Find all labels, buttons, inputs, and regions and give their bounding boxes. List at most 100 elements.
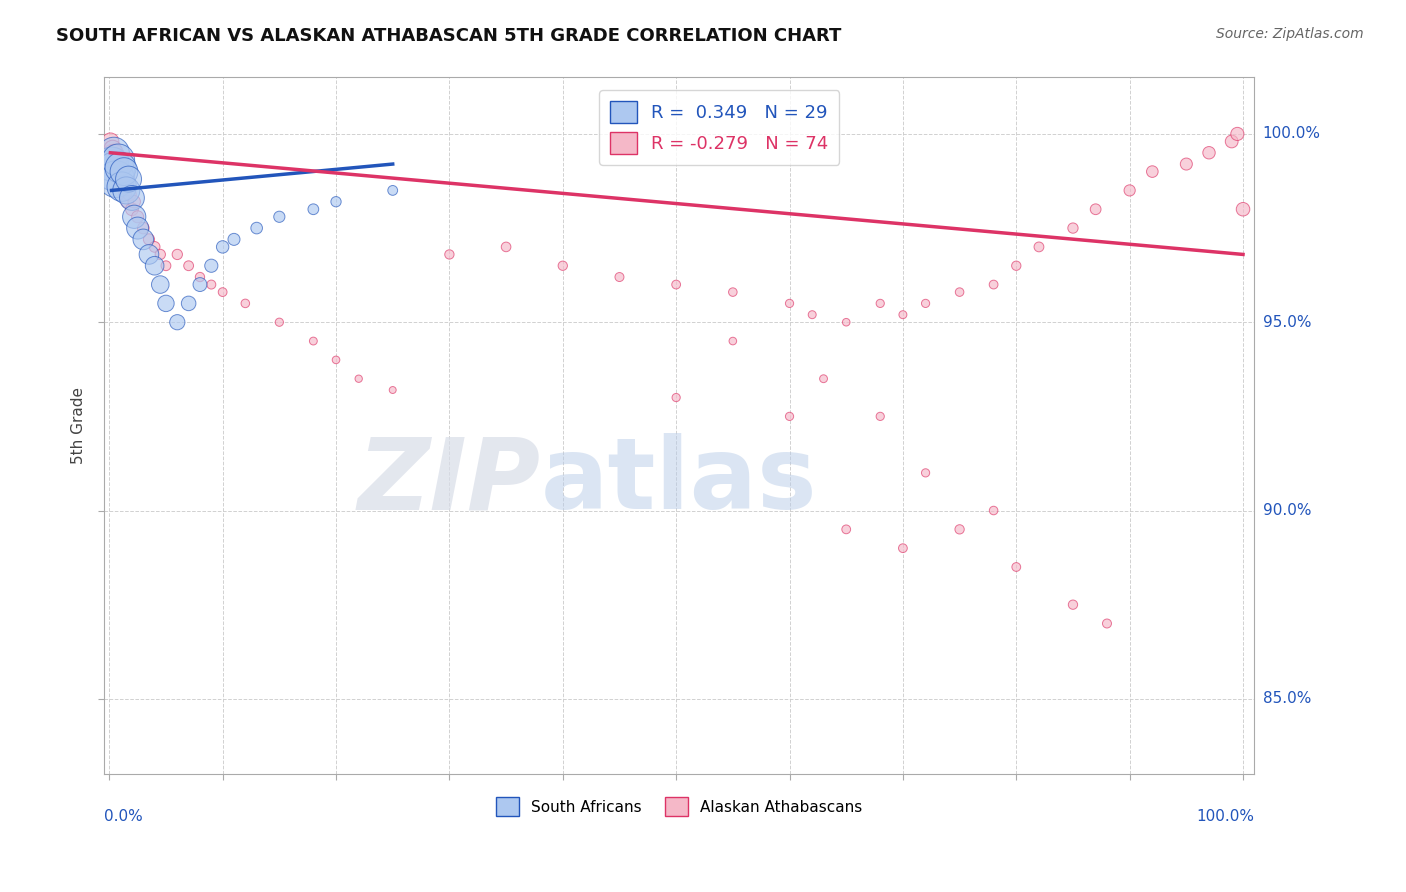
Point xyxy=(813,372,835,386)
Point xyxy=(114,187,136,202)
Point xyxy=(948,522,970,536)
Y-axis label: 5th Grade: 5th Grade xyxy=(72,387,86,465)
Point xyxy=(914,296,936,310)
Point xyxy=(211,285,233,299)
Text: 95.0%: 95.0% xyxy=(1263,315,1312,330)
Point xyxy=(188,277,211,292)
Text: 100.0%: 100.0% xyxy=(1197,809,1254,824)
Point xyxy=(101,142,124,156)
Point xyxy=(302,334,325,348)
Point xyxy=(100,135,122,149)
Point xyxy=(138,247,160,261)
Point xyxy=(381,383,404,397)
Point xyxy=(439,247,461,261)
Point xyxy=(665,391,688,405)
Text: ZIP: ZIP xyxy=(359,433,541,530)
Point xyxy=(111,179,134,194)
Point xyxy=(233,296,256,310)
Point xyxy=(1062,221,1084,235)
Point xyxy=(1005,259,1028,273)
Point xyxy=(948,285,970,299)
Point xyxy=(495,240,517,254)
Point xyxy=(269,210,291,224)
Point xyxy=(155,296,177,310)
Point xyxy=(122,210,145,224)
Point xyxy=(166,247,188,261)
Point xyxy=(665,277,688,292)
Point xyxy=(110,161,132,175)
Point xyxy=(721,285,744,299)
Point xyxy=(211,240,233,254)
Point xyxy=(108,157,131,171)
Point xyxy=(104,145,127,160)
Point xyxy=(1175,157,1198,171)
Point xyxy=(1226,127,1249,141)
Point xyxy=(1198,145,1220,160)
Point xyxy=(149,277,172,292)
Point xyxy=(132,221,155,235)
Point xyxy=(325,352,347,367)
Point xyxy=(143,240,166,254)
Text: atlas: atlas xyxy=(541,433,817,530)
Point xyxy=(1028,240,1050,254)
Point xyxy=(117,172,139,186)
Point xyxy=(177,296,200,310)
Point xyxy=(246,221,269,235)
Point xyxy=(143,259,166,273)
Point xyxy=(222,232,245,246)
Point xyxy=(1118,183,1140,197)
Point xyxy=(914,466,936,480)
Text: 100.0%: 100.0% xyxy=(1263,127,1320,142)
Point xyxy=(551,259,574,273)
Point xyxy=(1084,202,1107,217)
Point xyxy=(269,315,291,329)
Point xyxy=(869,409,891,424)
Point xyxy=(105,149,128,163)
Point xyxy=(111,164,134,178)
Point xyxy=(609,270,631,285)
Point xyxy=(1062,598,1084,612)
Point xyxy=(105,157,128,171)
Point xyxy=(107,164,129,178)
Point xyxy=(103,153,125,168)
Point xyxy=(177,259,200,273)
Point xyxy=(121,202,143,217)
Point xyxy=(127,221,149,235)
Point xyxy=(779,409,801,424)
Point xyxy=(110,172,132,186)
Point xyxy=(721,334,744,348)
Point xyxy=(801,308,824,322)
Point xyxy=(891,541,914,556)
Point xyxy=(869,296,891,310)
Point xyxy=(1232,202,1254,217)
Point xyxy=(1095,616,1118,631)
Legend: South Africans, Alaskan Athabascans: South Africans, Alaskan Athabascans xyxy=(489,791,868,822)
Point xyxy=(188,270,211,285)
Point xyxy=(127,210,149,224)
Point xyxy=(105,172,128,186)
Point xyxy=(1220,135,1243,149)
Point xyxy=(149,247,172,261)
Point xyxy=(117,194,139,209)
Point xyxy=(835,522,858,536)
Point xyxy=(100,145,122,160)
Point xyxy=(138,232,160,246)
Point xyxy=(1142,164,1164,178)
Point xyxy=(779,296,801,310)
Point xyxy=(983,503,1005,517)
Point xyxy=(891,308,914,322)
Text: 90.0%: 90.0% xyxy=(1263,503,1312,518)
Point xyxy=(166,315,188,329)
Point xyxy=(302,202,325,217)
Point xyxy=(115,179,138,194)
Point xyxy=(122,194,145,209)
Point xyxy=(100,157,122,171)
Point xyxy=(132,232,155,246)
Point xyxy=(381,183,404,197)
Point xyxy=(200,277,222,292)
Text: 85.0%: 85.0% xyxy=(1263,691,1310,706)
Point xyxy=(104,164,127,178)
Point xyxy=(121,191,143,205)
Point xyxy=(325,194,347,209)
Text: 0.0%: 0.0% xyxy=(104,809,142,824)
